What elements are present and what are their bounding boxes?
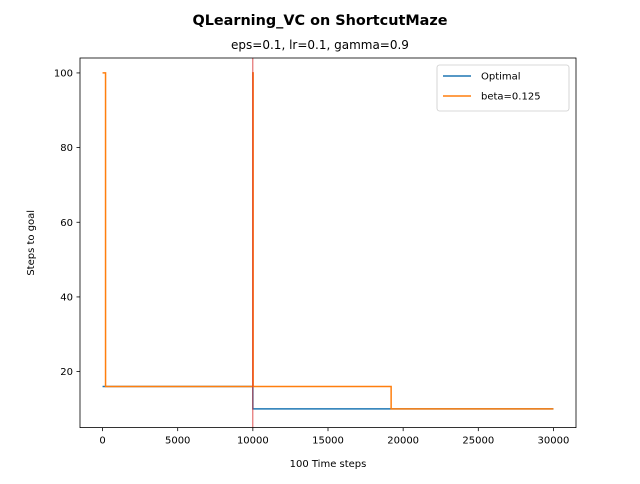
x-tick-label: 15000	[312, 436, 344, 447]
y-tick-label: 40	[60, 293, 73, 304]
chart-title: QLearning_VC on ShortcutMaze	[192, 13, 447, 29]
axes-frame	[79, 57, 577, 429]
x-axis-label: 100 Time steps	[290, 459, 367, 470]
x-tick-label: 10000	[237, 436, 269, 447]
y-axis-label: Steps to goal	[26, 210, 37, 276]
legend-label: beta=0.125	[481, 92, 541, 103]
legend: Optimal beta=0.125	[436, 64, 570, 112]
chart-subtitle: eps=0.1, lr=0.1, gamma=0.9	[231, 38, 409, 52]
series-line-2	[102, 72, 554, 410]
y-tick-label: 100	[54, 69, 73, 80]
y-axis-ticks: 20 40 60 80 100	[54, 69, 80, 378]
x-tick-label: 25000	[462, 436, 494, 447]
y-tick-label: 60	[60, 218, 73, 229]
y-tick-label: 80	[60, 143, 73, 154]
x-tick-label: 5000	[165, 436, 190, 447]
y-tick-label: 20	[60, 367, 73, 378]
x-tick-label: 0	[99, 436, 105, 447]
series-line-1	[102, 385, 554, 410]
legend-label: Optimal	[481, 72, 521, 83]
x-tick-label: 20000	[387, 436, 419, 447]
plot-area	[102, 58, 554, 428]
x-axis-ticks: 0 5000 10000 15000 20000 25000 30000	[99, 427, 570, 447]
x-tick-label: 30000	[538, 436, 570, 447]
